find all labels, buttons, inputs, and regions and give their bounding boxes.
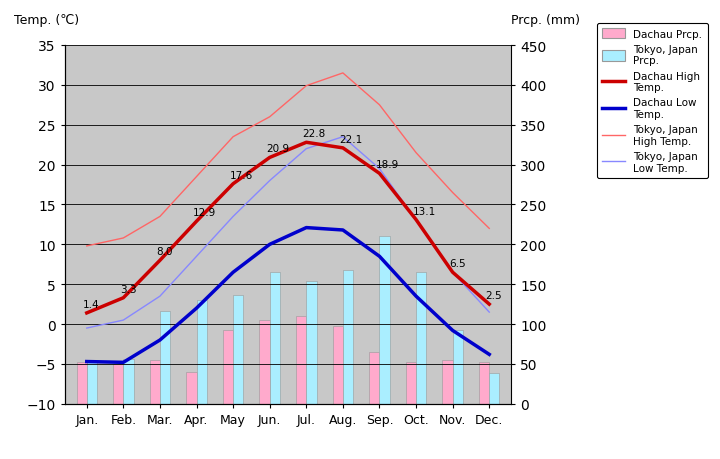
- Bar: [233, 295, 243, 404]
- Bar: [343, 270, 353, 404]
- Bar: [416, 273, 426, 404]
- Bar: [259, 320, 270, 404]
- Text: Prcp. (mm): Prcp. (mm): [511, 14, 580, 27]
- Bar: [333, 326, 343, 404]
- Bar: [379, 237, 390, 404]
- Bar: [123, 359, 134, 404]
- Text: 6.5: 6.5: [449, 259, 466, 269]
- Text: Temp. (℃): Temp. (℃): [14, 14, 79, 27]
- Bar: [442, 360, 453, 404]
- Bar: [113, 364, 123, 404]
- Bar: [86, 363, 97, 404]
- Bar: [479, 363, 490, 404]
- Bar: [76, 363, 86, 404]
- Text: 1.4: 1.4: [83, 299, 100, 309]
- Bar: [270, 273, 280, 404]
- Bar: [186, 372, 197, 404]
- Legend: Dachau Prcp., Tokyo, Japan
Prcp., Dachau High
Temp., Dachau Low
Temp., Tokyo, Ja: Dachau Prcp., Tokyo, Japan Prcp., Dachau…: [597, 23, 708, 179]
- Bar: [490, 373, 500, 404]
- Bar: [306, 281, 317, 404]
- Bar: [406, 363, 416, 404]
- Text: 22.1: 22.1: [339, 134, 362, 145]
- Text: 3.3: 3.3: [120, 284, 136, 294]
- Text: 22.8: 22.8: [302, 129, 326, 139]
- Bar: [197, 301, 207, 404]
- Bar: [160, 311, 170, 404]
- Bar: [369, 352, 379, 404]
- Text: 20.9: 20.9: [266, 144, 289, 154]
- Text: 12.9: 12.9: [193, 208, 216, 218]
- Bar: [150, 360, 160, 404]
- Text: 13.1: 13.1: [413, 206, 436, 216]
- Bar: [296, 316, 306, 404]
- Bar: [453, 330, 463, 404]
- Text: 8.0: 8.0: [156, 247, 173, 257]
- Text: 2.5: 2.5: [485, 291, 503, 301]
- Text: 17.6: 17.6: [230, 170, 253, 180]
- Text: 18.9: 18.9: [376, 160, 399, 170]
- Bar: [223, 331, 233, 404]
